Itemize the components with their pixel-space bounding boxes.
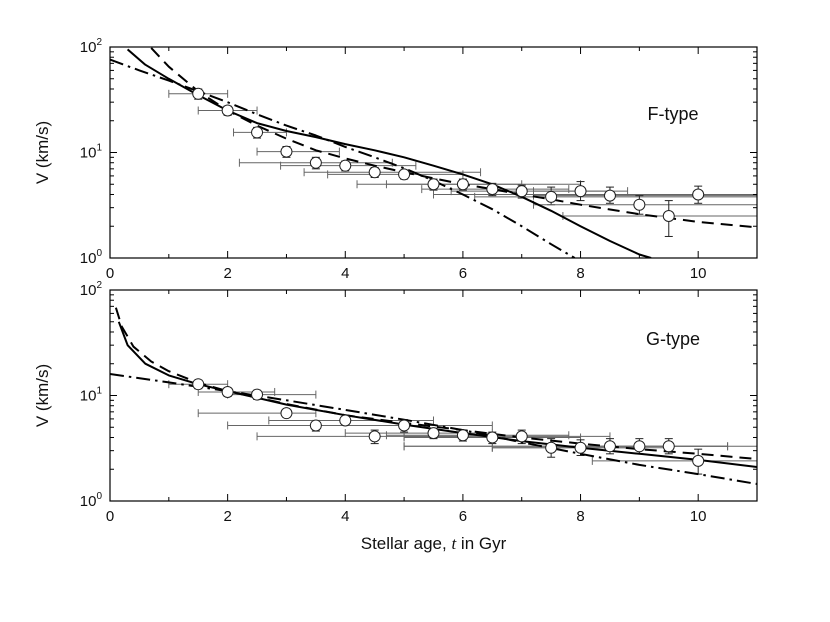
y-axis-label: V (km/s) bbox=[33, 121, 52, 184]
data-point bbox=[251, 126, 264, 139]
x-axis-label: Stellar age, t in Gyr bbox=[361, 534, 507, 553]
x-tick-label: 10 bbox=[690, 508, 707, 525]
data-point bbox=[692, 188, 705, 201]
panel-g-type: 0 2 4 6 8 10 100 101 102 V (km/s) G-type Stellar ag… bbox=[33, 280, 758, 553]
x-tick-label: 6 bbox=[459, 265, 467, 282]
x-tick-label: 4 bbox=[341, 265, 349, 282]
data-point bbox=[368, 430, 381, 443]
data-point bbox=[574, 441, 587, 454]
data-point bbox=[545, 441, 558, 454]
data-point bbox=[603, 440, 616, 453]
axes-frame bbox=[109, 289, 758, 502]
data-point bbox=[339, 159, 352, 172]
axes-frame bbox=[109, 46, 758, 259]
plot-area bbox=[110, 47, 757, 258]
x-tick-label: 0 bbox=[106, 508, 114, 525]
data-point bbox=[515, 185, 528, 198]
data-point bbox=[192, 87, 205, 100]
data-point bbox=[192, 378, 205, 391]
data-point bbox=[574, 185, 587, 198]
model-curve-dashdot bbox=[110, 373, 757, 485]
data-point bbox=[662, 440, 675, 453]
x-tick-label: 0 bbox=[106, 265, 114, 282]
data-point bbox=[456, 429, 469, 442]
panel-label: F-type bbox=[647, 104, 698, 124]
x-tick-label: 6 bbox=[459, 508, 467, 525]
model-curve-dashdot bbox=[110, 58, 576, 258]
x-tick-label: 8 bbox=[576, 265, 584, 282]
data-point bbox=[309, 156, 322, 169]
y-tick-label: 100 bbox=[80, 491, 103, 510]
data-point bbox=[309, 419, 322, 432]
plot-area bbox=[110, 307, 757, 485]
x-tick-label: 10 bbox=[690, 265, 707, 282]
data-point bbox=[633, 198, 646, 211]
x-tick-label: 4 bbox=[341, 508, 349, 525]
data-point bbox=[662, 210, 675, 223]
data-point bbox=[280, 407, 293, 420]
x-tick-label: 8 bbox=[576, 508, 584, 525]
data-point bbox=[427, 178, 440, 191]
panel-label: G-type bbox=[646, 329, 700, 349]
data-point bbox=[221, 385, 234, 398]
y-tick-label: 100 bbox=[80, 248, 103, 267]
y-tick-label: 102 bbox=[80, 280, 103, 299]
data-point bbox=[368, 166, 381, 179]
y-tick-label: 101 bbox=[80, 143, 103, 162]
data-point bbox=[633, 440, 646, 453]
data-point bbox=[280, 145, 293, 158]
y-tick-label: 101 bbox=[80, 386, 103, 405]
data-point bbox=[221, 104, 234, 117]
data-point bbox=[603, 189, 616, 202]
y-tick-label: 102 bbox=[80, 37, 103, 56]
data-point bbox=[545, 190, 558, 203]
data-point bbox=[515, 430, 528, 443]
data-point bbox=[486, 183, 499, 196]
data-point bbox=[339, 414, 352, 427]
data-point bbox=[486, 431, 499, 444]
data-point bbox=[427, 427, 440, 440]
model-curve-solid bbox=[126, 48, 652, 258]
x-tick-label: 2 bbox=[223, 265, 231, 282]
y-axis-label: V (km/s) bbox=[33, 364, 52, 427]
data-point bbox=[456, 178, 469, 191]
data-point bbox=[692, 454, 705, 467]
data-point bbox=[398, 419, 411, 432]
data-point bbox=[398, 168, 411, 181]
panel-f-type: 0 2 4 6 8 10 100 101 102 V (km/s) F-type bbox=[33, 37, 758, 282]
data-point bbox=[251, 388, 264, 401]
x-tick-label: 2 bbox=[223, 508, 231, 525]
